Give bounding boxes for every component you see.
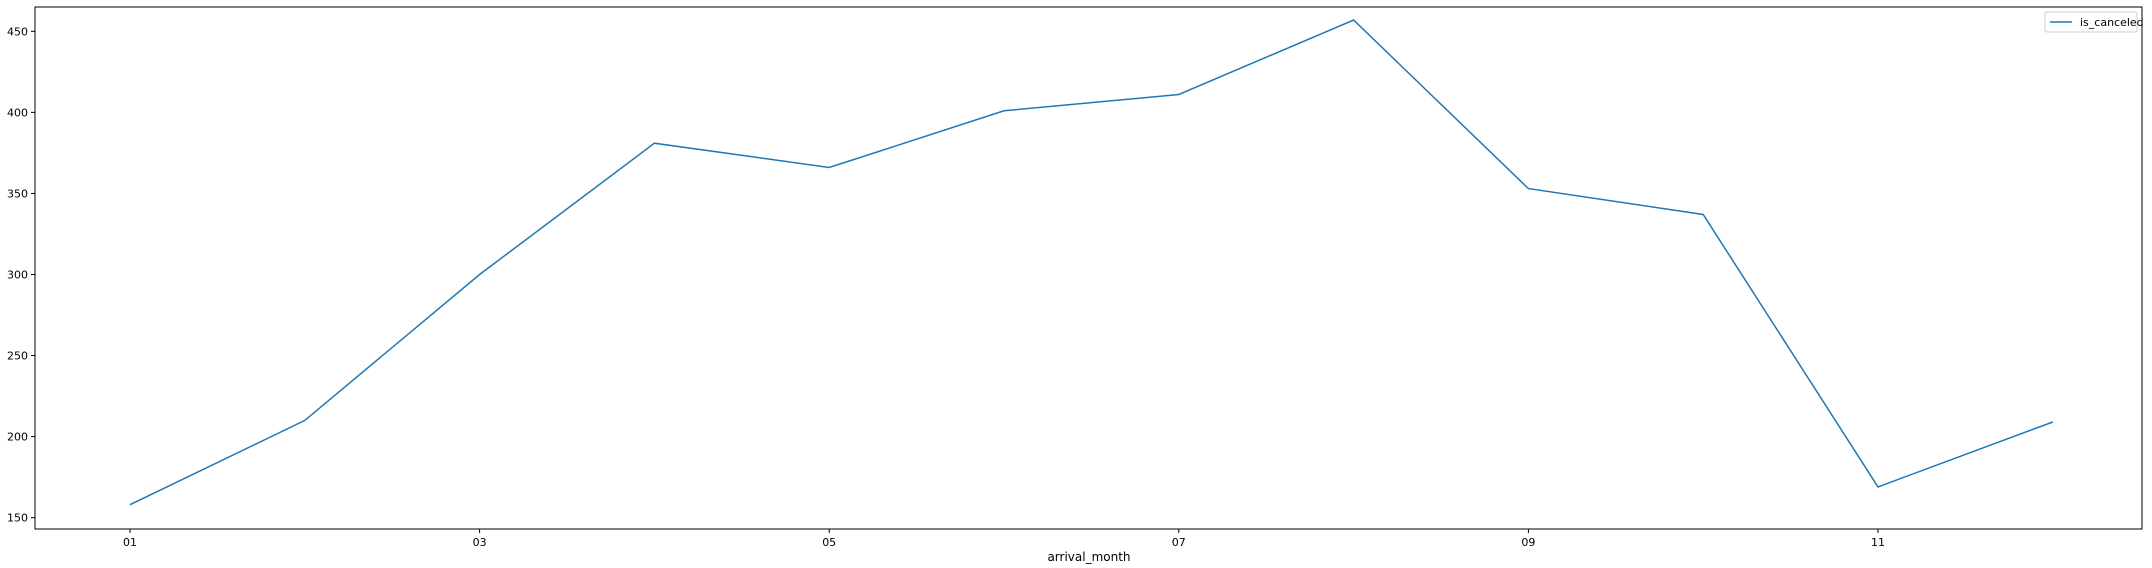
legend: is_canceled	[2044, 11, 2144, 33]
series-line-is-canceled	[129, 19, 2054, 506]
y-tick-label: 250	[7, 350, 28, 363]
y-tick-label: 300	[7, 268, 28, 281]
legend-box	[2044, 11, 2138, 33]
y-tick-label: 350	[7, 187, 28, 200]
legend-label-is-canceled: is_canceled	[2080, 16, 2144, 29]
x-axis-label: arrival_month	[1047, 550, 1130, 564]
x-tick-label: 05	[822, 536, 836, 549]
y-axis: 150 200 250 300 350 400 450	[7, 25, 35, 525]
x-tick-label: 07	[1172, 536, 1186, 549]
x-tick-label: 03	[473, 536, 487, 549]
x-tick-label: 09	[1521, 536, 1535, 549]
x-tick-label: 11	[1871, 536, 1885, 549]
y-tick-label: 450	[7, 25, 28, 38]
x-axis: 01 03 05 07 09 11	[123, 529, 1885, 549]
plot-area	[34, 6, 2143, 530]
y-tick-label: 150	[7, 512, 28, 525]
y-tick-label: 400	[7, 106, 28, 119]
y-tick-label: 200	[7, 431, 28, 444]
x-tick-label: 01	[123, 536, 137, 549]
